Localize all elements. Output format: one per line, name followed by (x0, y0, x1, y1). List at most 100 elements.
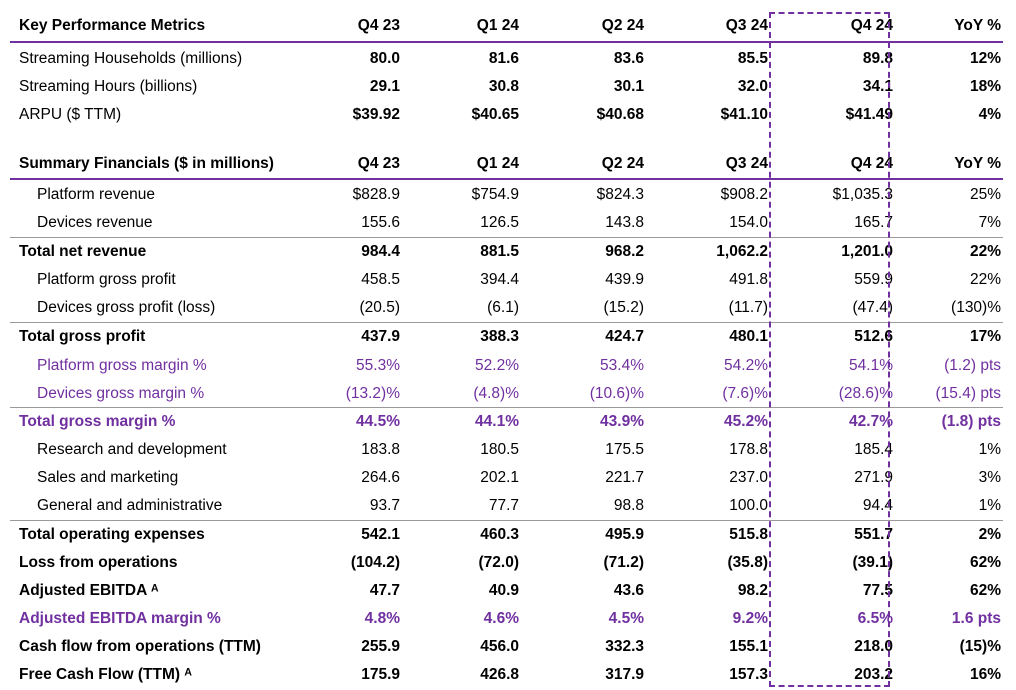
value-q1-24: 81.6 (488, 50, 519, 67)
fin-row-margin: Devices gross margin % (13.2)% (4.8)% (1… (10, 380, 1003, 408)
value-q3-24: 480.1 (729, 328, 768, 345)
value-q4-23: 155.6 (361, 214, 400, 231)
value-q1-24: 394.4 (480, 271, 519, 288)
fin-row: Platform gross profit 458.5 394.4 439.9 … (10, 266, 1003, 294)
value-q1-24: 180.5 (480, 441, 519, 458)
value-q3-24: 515.8 (729, 526, 768, 543)
fin-row-total: Adjusted EBITDA ᴬ 47.7 40.9 43.6 98.2 77… (10, 577, 1003, 605)
value-yoy: 12% (969, 50, 1001, 67)
value-q4-23: 55.3% (356, 357, 400, 374)
value-q1-24: 881.5 (480, 243, 519, 260)
value-q3-24: 98.2 (737, 582, 768, 599)
value-q3-24: 154.0 (729, 214, 768, 231)
row-label: Total operating expenses (19, 526, 205, 543)
row-label: Devices revenue (37, 214, 153, 231)
fin-row-total: Free Cash Flow (TTM) ᴬ 175.9 426.8 317.9… (10, 661, 1003, 689)
row-label: Adjusted EBITDA margin % (19, 610, 221, 627)
value-q3-24: 9.2% (732, 610, 768, 627)
value-q2-24: (15.2) (603, 299, 645, 316)
value-q3-24: 45.2% (724, 413, 768, 430)
value-q4-23: 264.6 (361, 469, 400, 486)
value-q1-24: 202.1 (480, 469, 519, 486)
col-header-yoy: YoY % (954, 155, 1001, 172)
value-q3-24: 157.3 (729, 666, 768, 683)
fin-row: General and administrative 93.7 77.7 98.… (10, 492, 1003, 520)
col-header-q4-23: Q4 23 (357, 155, 400, 172)
value-q1-24: $40.65 (471, 106, 519, 123)
value-yoy: 3% (978, 469, 1001, 486)
value-q1-24: 44.1% (475, 413, 519, 430)
value-q2-24: 143.8 (605, 214, 644, 231)
value-yoy: 17% (969, 328, 1001, 345)
row-label: Devices gross profit (loss) (37, 299, 216, 316)
value-q2-24: $824.3 (596, 186, 644, 203)
value-q4-24: 94.4 (862, 497, 893, 514)
value-q4-23: $828.9 (352, 186, 400, 203)
kpi-header-rule (10, 41, 1003, 43)
row-rule (10, 322, 1003, 323)
value-q1-24: (72.0) (478, 554, 520, 571)
value-q4-24: 34.1 (862, 78, 893, 95)
value-q2-24: 83.6 (613, 50, 644, 67)
row-label: Cash flow from operations (TTM) (19, 638, 261, 655)
value-q1-24: 30.8 (488, 78, 519, 95)
col-header-q4-24: Q4 24 (850, 17, 893, 34)
value-q4-24: 551.7 (854, 526, 893, 543)
value-q4-24: 54.1% (849, 357, 893, 374)
value-q3-24: (35.8) (727, 554, 769, 571)
fin-section-title: Summary Financials ($ in millions) (19, 155, 274, 172)
value-q2-24: (10.6)% (589, 385, 644, 402)
value-q1-24: (6.1) (487, 299, 519, 316)
value-q1-24: 40.9 (488, 582, 519, 599)
value-q4-24: 559.9 (854, 271, 893, 288)
value-q4-24: 218.0 (854, 638, 893, 655)
value-q2-24: 221.7 (605, 469, 644, 486)
value-q2-24: 175.5 (605, 441, 644, 458)
value-q4-24: 89.8 (862, 50, 893, 67)
value-yoy: (1.8) pts (941, 413, 1001, 430)
kpi-section-title: Key Performance Metrics (19, 17, 206, 34)
value-q4-23: 437.9 (361, 328, 400, 345)
row-label: Adjusted EBITDA ᴬ (19, 582, 159, 599)
value-q4-24: 203.2 (854, 666, 893, 683)
col-header-yoy: YoY % (954, 17, 1001, 34)
value-q4-23: 80.0 (369, 50, 400, 67)
value-q3-24: 85.5 (737, 50, 768, 67)
value-q4-23: (20.5) (359, 299, 401, 316)
value-q3-24: (11.7) (728, 299, 768, 316)
q4-24-column-highlight (769, 12, 890, 687)
fin-row-total: Cash flow from operations (TTM) 255.9 45… (10, 633, 1003, 661)
kpi-header-row: Key Performance Metrics Q4 23 Q1 24 Q2 2… (10, 12, 1003, 40)
value-q4-23: 4.8% (364, 610, 400, 627)
row-label: Sales and marketing (37, 469, 179, 486)
row-label: Research and development (37, 441, 227, 458)
fin-header-row: Summary Financials ($ in millions) Q4 23… (10, 150, 1003, 178)
fin-row: Devices revenue 155.6 126.5 143.8 154.0 … (10, 209, 1003, 237)
fin-row-total: Loss from operations (104.2) (72.0) (71.… (10, 549, 1003, 577)
value-q2-24: 439.9 (605, 271, 644, 288)
value-yoy: (15.4) pts (935, 385, 1001, 402)
value-q4-24: 42.7% (849, 413, 893, 430)
row-label: Platform gross margin % (37, 357, 207, 374)
value-q2-24: (71.2) (603, 554, 645, 571)
value-q1-24: 388.3 (480, 328, 519, 345)
value-q4-23: 255.9 (361, 638, 400, 655)
value-q2-24: 424.7 (605, 328, 644, 345)
row-rule (10, 237, 1003, 238)
fin-row-margin-total: Total gross margin % 44.5% 44.1% 43.9% 4… (10, 408, 1003, 436)
row-label: Total gross profit (19, 328, 146, 345)
fin-row: Sales and marketing 264.6 202.1 221.7 23… (10, 464, 1003, 492)
value-q4-24: (47.4) (852, 299, 894, 316)
value-q4-24: 1,201.0 (841, 243, 893, 260)
value-q3-24: $908.2 (720, 186, 768, 203)
value-q1-24: 126.5 (480, 214, 519, 231)
fin-row: Devices gross profit (loss) (20.5) (6.1)… (10, 294, 1003, 322)
value-q3-24: 155.1 (729, 638, 768, 655)
row-label: Devices gross margin % (37, 385, 205, 402)
value-q4-24: $1,035.3 (832, 186, 893, 203)
row-label: General and administrative (37, 497, 223, 514)
value-q3-24: (7.6)% (722, 385, 768, 402)
col-header-q4-24: Q4 24 (850, 155, 893, 172)
value-q2-24: 4.5% (608, 610, 644, 627)
value-q3-24: 54.2% (724, 357, 768, 374)
